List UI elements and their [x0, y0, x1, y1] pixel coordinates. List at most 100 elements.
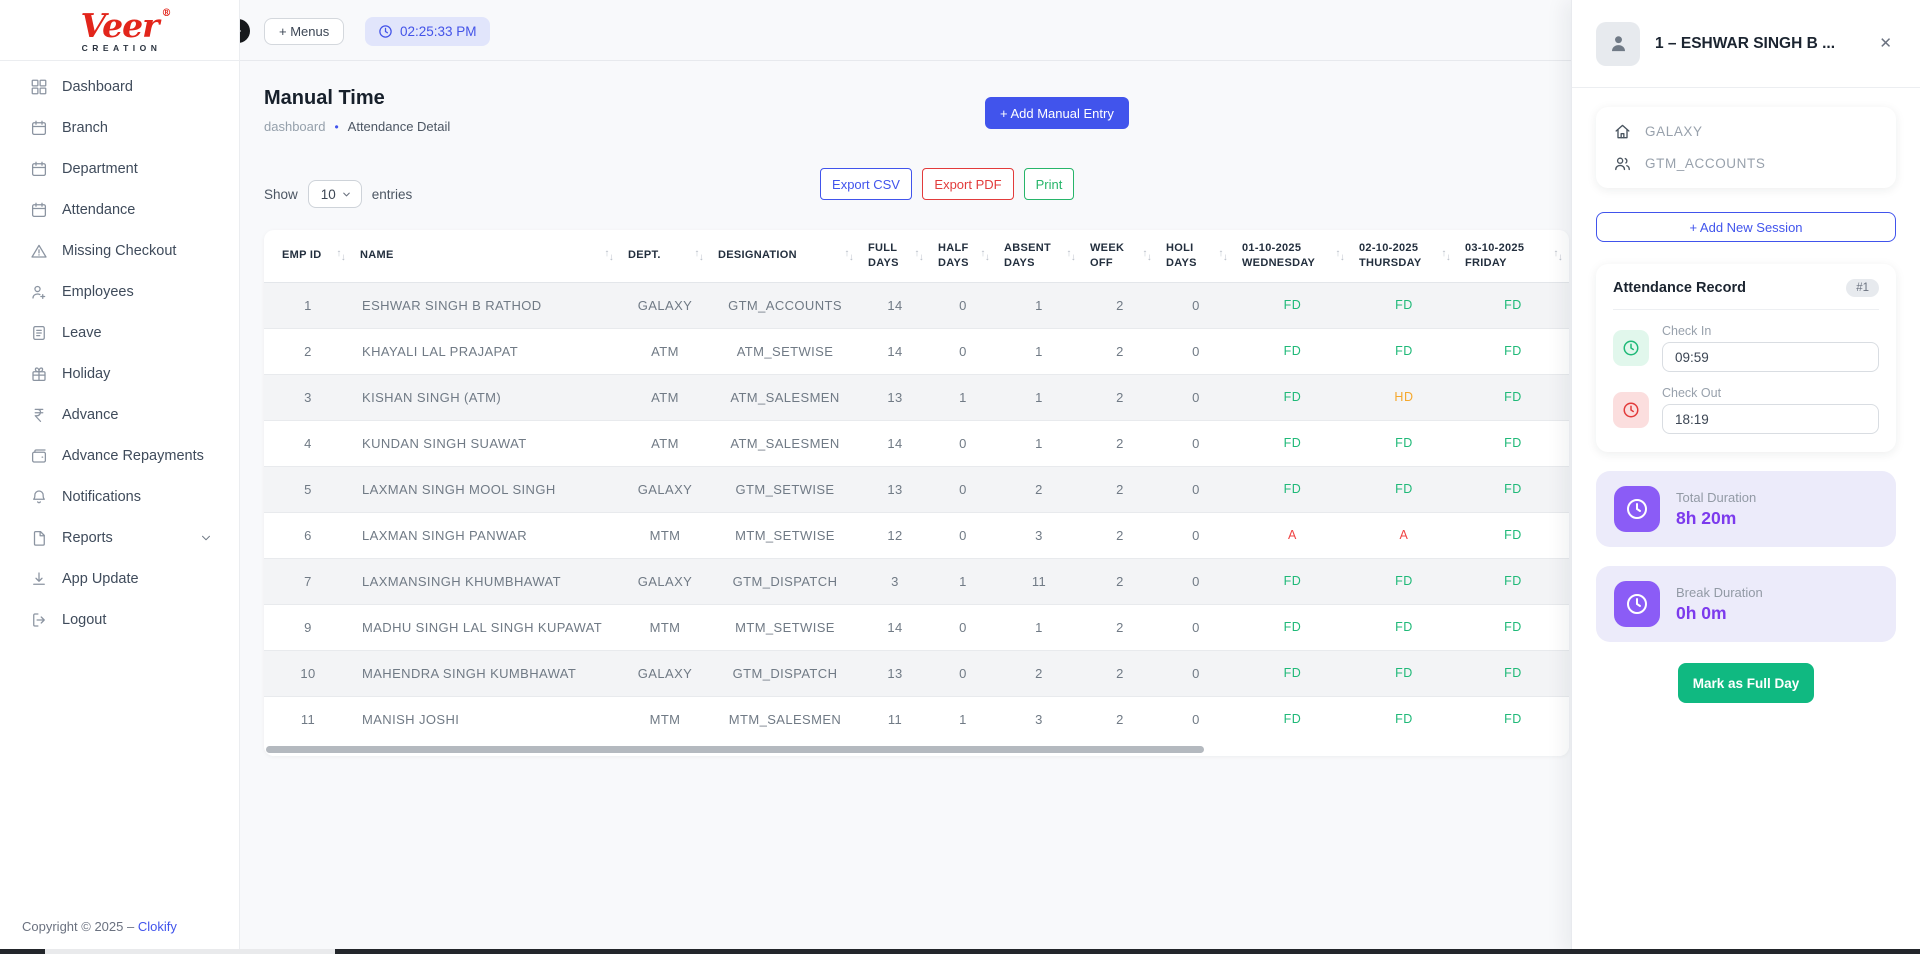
sidebar-item-label: Logout: [62, 612, 106, 628]
day-status-cell[interactable]: FD: [1351, 604, 1457, 650]
export-pdf-button[interactable]: Export PDF: [922, 168, 1014, 200]
table-row[interactable]: 7LAXMANSINGH KHUMBHAWATGALAXYGTM_DISPATC…: [264, 558, 1569, 604]
clock-time-badge: 02:25:33 PM: [365, 17, 490, 46]
col-header-holi-days[interactable]: HOLI DAYS↑↓: [1158, 230, 1234, 282]
day-status-cell[interactable]: FD: [1234, 696, 1351, 742]
sidebar-item-employees[interactable]: Employees: [0, 271, 239, 312]
day-status-cell[interactable]: FD: [1234, 650, 1351, 696]
table-hscroll-thumb[interactable]: [266, 746, 1204, 753]
day-status-cell[interactable]: FD: [1457, 374, 1569, 420]
col-header-name[interactable]: NAME↑↓: [352, 230, 620, 282]
export-csv-button[interactable]: Export CSV: [820, 168, 912, 200]
sidebar-item-notifications[interactable]: Notifications: [0, 476, 239, 517]
add-manual-entry-button[interactable]: + Add Manual Entry: [985, 97, 1129, 129]
table-row[interactable]: 9MADHU SINGH LAL SINGH KUPAWATMTMMTM_SET…: [264, 604, 1569, 650]
day-status-cell[interactable]: FD: [1457, 512, 1569, 558]
day-status-cell[interactable]: FD: [1457, 420, 1569, 466]
sidebar-item-missing-checkout[interactable]: Missing Checkout: [0, 230, 239, 271]
menus-button[interactable]: + Menus: [264, 18, 344, 45]
add-new-session-button[interactable]: + Add New Session: [1596, 212, 1896, 242]
day-status-cell[interactable]: FD: [1351, 420, 1457, 466]
sidebar-item-dashboard[interactable]: Dashboard: [0, 66, 239, 107]
col-header-full-days[interactable]: FULL DAYS↑↓: [860, 230, 930, 282]
emp-id-cell: 10: [264, 650, 352, 696]
table-row[interactable]: 4KUNDAN SINGH SUAWATATMATM_SALESMEN14012…: [264, 420, 1569, 466]
table-row[interactable]: 2KHAYALI LAL PRAJAPATATMATM_SETWISE14012…: [264, 328, 1569, 374]
sidebar-item-label: Branch: [62, 120, 108, 136]
table-row[interactable]: 1ESHWAR SINGH B RATHODGALAXYGTM_ACCOUNTS…: [264, 282, 1569, 328]
table-row[interactable]: 10MAHENDRA SINGH KUMBHAWATGALAXYGTM_DISP…: [264, 650, 1569, 696]
day-status-cell[interactable]: FD: [1351, 650, 1457, 696]
browser-scrollbar-thumb[interactable]: [335, 949, 1920, 954]
day-status-cell[interactable]: FD: [1234, 604, 1351, 650]
sidebar-item-label: Advance Repayments: [62, 448, 204, 464]
col-header-week-off[interactable]: WEEK OFF↑↓: [1082, 230, 1158, 282]
full-days-cell: 14: [860, 282, 930, 328]
sort-icon: ↑↓: [336, 251, 350, 261]
clokify-link[interactable]: Clokify: [138, 919, 177, 934]
full-days-cell: 13: [860, 374, 930, 420]
mark-full-day-button[interactable]: Mark as Full Day: [1678, 663, 1814, 703]
col-header-designation[interactable]: DESIGNATION↑↓: [710, 230, 860, 282]
day-status-cell[interactable]: FD: [1351, 466, 1457, 512]
browser-scrollbar-corner: [0, 949, 45, 954]
day-status-cell[interactable]: FD: [1234, 328, 1351, 374]
sidebar-item-branch[interactable]: Branch: [0, 107, 239, 148]
entries-select[interactable]: 10: [308, 180, 362, 208]
check-in-input[interactable]: [1662, 342, 1879, 372]
sidebar-item-department[interactable]: Department: [0, 148, 239, 189]
sidebar-item-advance-repayments[interactable]: Advance Repayments: [0, 435, 239, 476]
day-status-cell[interactable]: FD: [1351, 282, 1457, 328]
brand-logo[interactable]: Veer® CREATION: [0, 0, 239, 61]
day-status-cell[interactable]: FD: [1457, 328, 1569, 374]
day-status-cell[interactable]: FD: [1457, 650, 1569, 696]
day-status-cell[interactable]: FD: [1457, 466, 1569, 512]
sidebar-item-holiday[interactable]: Holiday: [0, 353, 239, 394]
sidebar-item-advance[interactable]: Advance: [0, 394, 239, 435]
day-status-cell[interactable]: FD: [1457, 282, 1569, 328]
col-header-half-days[interactable]: HALF DAYS↑↓: [930, 230, 996, 282]
table-row[interactable]: 6LAXMAN SINGH PANWARMTMMTM_SETWISE120320…: [264, 512, 1569, 558]
check-out-input[interactable]: [1662, 404, 1879, 434]
breadcrumb-dashboard[interactable]: dashboard: [264, 119, 325, 134]
close-icon[interactable]: ✕: [1875, 32, 1896, 55]
print-button[interactable]: Print: [1024, 168, 1074, 200]
calendar-icon: [30, 201, 48, 219]
name-cell: MAHENDRA SINGH KUMBHAWAT: [352, 650, 620, 696]
day-status-cell[interactable]: FD: [1234, 558, 1351, 604]
table-row[interactable]: 11MANISH JOSHIMTMMTM_SALESMEN111320FDFDF…: [264, 696, 1569, 742]
break-duration-card: Break Duration 0h 0m: [1596, 566, 1896, 642]
sidebar-item-leave[interactable]: Leave: [0, 312, 239, 353]
day-status-cell[interactable]: FD: [1457, 696, 1569, 742]
total-duration-value: 8h 20m: [1676, 508, 1756, 529]
sidebar-item-app-update[interactable]: App Update: [0, 558, 239, 599]
day-status-cell[interactable]: A: [1234, 512, 1351, 558]
sidebar-item-logout[interactable]: Logout: [0, 599, 239, 640]
day-status-cell[interactable]: FD: [1457, 604, 1569, 650]
day-status-cell[interactable]: FD: [1234, 420, 1351, 466]
full-days-cell: 13: [860, 650, 930, 696]
col-header-date-1[interactable]: 01-10-2025 WEDNESDAY↑↓: [1234, 230, 1351, 282]
absent-days-cell: 1: [996, 420, 1082, 466]
day-status-cell[interactable]: HD: [1351, 374, 1457, 420]
sidebar-item-attendance[interactable]: Attendance: [0, 189, 239, 230]
col-header-date-3[interactable]: 03-10-2025 FRIDAY↑↓: [1457, 230, 1569, 282]
col-header-date-2[interactable]: 02-10-2025 THURSDAY↑↓: [1351, 230, 1457, 282]
user-plus-icon: [30, 283, 48, 301]
day-status-cell[interactable]: FD: [1234, 466, 1351, 512]
day-status-cell[interactable]: FD: [1234, 374, 1351, 420]
day-status-cell[interactable]: FD: [1234, 282, 1351, 328]
day-status-cell[interactable]: FD: [1457, 558, 1569, 604]
day-status-cell[interactable]: FD: [1351, 558, 1457, 604]
col-header-dept[interactable]: DEPT.↑↓: [620, 230, 710, 282]
col-header-emp-id[interactable]: EMP ID↑↓: [264, 230, 352, 282]
col-header-absent-days[interactable]: ABSENT DAYS↑↓: [996, 230, 1082, 282]
day-status-cell[interactable]: A: [1351, 512, 1457, 558]
day-status-cell[interactable]: FD: [1351, 328, 1457, 374]
day-status-cell[interactable]: FD: [1351, 696, 1457, 742]
table-row[interactable]: 5LAXMAN SINGH MOOL SINGHGALAXYGTM_SETWIS…: [264, 466, 1569, 512]
sidebar-item-reports[interactable]: Reports: [0, 517, 239, 558]
table-row[interactable]: 3KISHAN SINGH (ATM)ATMATM_SALESMEN131120…: [264, 374, 1569, 420]
absent-days-cell: 2: [996, 466, 1082, 512]
sort-icon: ↑↓: [1335, 251, 1349, 261]
